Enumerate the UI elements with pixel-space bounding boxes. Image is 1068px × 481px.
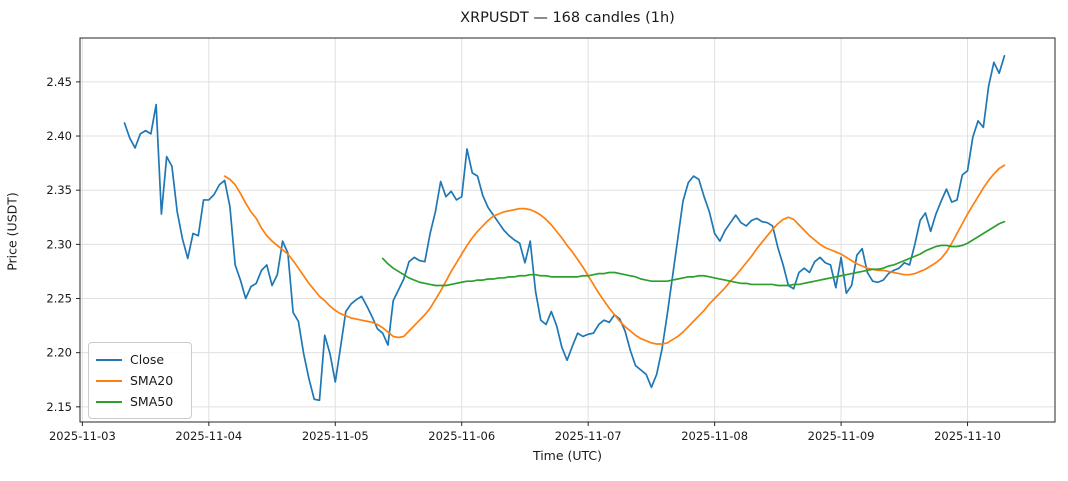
legend-swatch-sma20 [96, 379, 122, 382]
legend-swatch-sma50 [96, 400, 122, 403]
chart-title: XRPUSDT — 168 candles (1h) [460, 10, 675, 26]
y-tick-label: 2.35 [46, 183, 72, 197]
x-tick-label: 2025-11-05 [302, 429, 369, 443]
legend-label: Close [130, 352, 165, 367]
y-axis-label: Price (USDT) [4, 192, 20, 271]
x-tick-label: 2025-11-03 [49, 429, 116, 443]
x-tick-label: 2025-11-10 [934, 429, 1001, 443]
x-tick-label: 2025-11-08 [681, 429, 748, 443]
y-tick-label: 2.20 [46, 346, 72, 360]
x-tick-label: 2025-11-09 [808, 429, 875, 443]
sma20-line [223, 164, 1006, 345]
sma50-line [381, 220, 1006, 287]
legend: Close SMA20 SMA50 [88, 342, 192, 419]
legend-entry-sma20: SMA20 [89, 370, 191, 391]
y-tick-label: 2.45 [46, 75, 72, 89]
legend-label: SMA50 [130, 394, 174, 409]
x-axis-label: Time (UTC) [532, 448, 603, 463]
plot-border [79, 37, 1056, 423]
legend-entry-sma50: SMA50 [89, 391, 191, 412]
x-tick-label: 2025-11-07 [555, 429, 622, 443]
y-tick-label: 2.40 [46, 129, 72, 143]
y-tick-label: 2.25 [46, 292, 72, 306]
y-tick-label: 2.30 [46, 237, 72, 251]
y-tick-label: 2.15 [46, 400, 72, 414]
legend-swatch-close [96, 358, 122, 361]
x-tick-label: 2025-11-06 [428, 429, 495, 443]
legend-label: SMA20 [130, 373, 174, 388]
x-tick-label: 2025-11-04 [175, 429, 242, 443]
close-line [123, 55, 1006, 402]
legend-entry-close: Close [89, 349, 191, 370]
